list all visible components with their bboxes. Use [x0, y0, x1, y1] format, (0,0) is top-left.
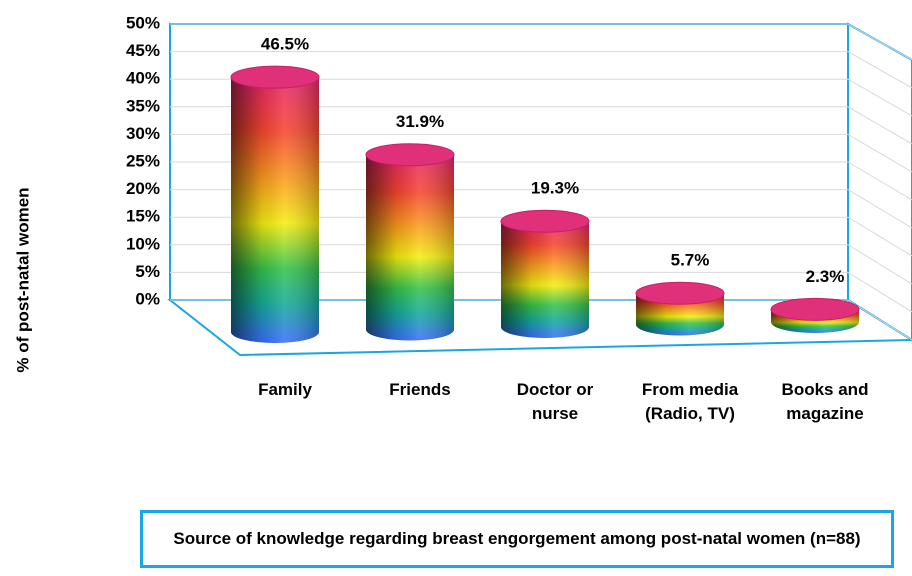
side-grid-line	[847, 189, 912, 229]
bar	[500, 209, 590, 338]
cylinder-shade	[231, 77, 319, 344]
y-tick-label: 10%	[126, 234, 160, 253]
side-grid-line	[847, 244, 912, 285]
cylinder-shade	[366, 154, 454, 341]
bar	[770, 297, 860, 333]
value-label: 2.3%	[806, 267, 845, 286]
x-tick-label: Friends	[389, 380, 451, 399]
value-label: 46.5%	[261, 35, 309, 54]
x-tick-label: Family	[258, 380, 312, 399]
x-tick-label: Doctor or nurse	[516, 380, 594, 423]
cylinder-top	[230, 65, 320, 89]
side-grid-line	[847, 23, 912, 61]
side-grid-line	[847, 161, 912, 201]
value-label: 5.7%	[671, 251, 710, 270]
side-grid-line	[847, 78, 912, 117]
y-tick-label: 40%	[126, 69, 160, 88]
value-label: 31.9%	[396, 112, 444, 131]
bar	[365, 143, 455, 341]
cylinder-top	[770, 297, 860, 321]
side-grid-line	[847, 51, 912, 89]
y-tick-label: 5%	[135, 262, 160, 281]
y-tick-label: 15%	[126, 207, 160, 226]
bar	[635, 281, 725, 336]
y-tick-label: 30%	[126, 124, 160, 143]
y-tick-label: 0%	[135, 289, 160, 308]
x-tick-label: From media (Radio, TV)	[641, 380, 739, 423]
cylinder-top	[365, 143, 455, 167]
bar	[230, 65, 320, 344]
cylinder-shade	[636, 293, 724, 336]
cylinder-top	[500, 209, 590, 233]
cylinder-shade	[501, 221, 589, 338]
side-grid-line	[847, 216, 912, 257]
y-axis-label: % of post-natal women	[13, 187, 32, 372]
y-tick-label: 50%	[126, 13, 160, 32]
value-label: 19.3%	[531, 179, 579, 198]
cylinder-top	[635, 281, 725, 305]
side-grid-line	[847, 299, 912, 341]
y-tick-label: 45%	[126, 41, 160, 60]
y-tick-label: 25%	[126, 151, 160, 170]
side-grid-line	[847, 133, 912, 173]
x-tick-label: Books and magazine	[781, 380, 869, 423]
side-grid-line	[847, 106, 912, 145]
side-grid-line	[847, 271, 912, 313]
chart-title: Source of knowledge regarding breast eng…	[140, 510, 894, 568]
y-tick-label: 35%	[126, 96, 160, 115]
y-tick-label: 20%	[126, 179, 160, 198]
